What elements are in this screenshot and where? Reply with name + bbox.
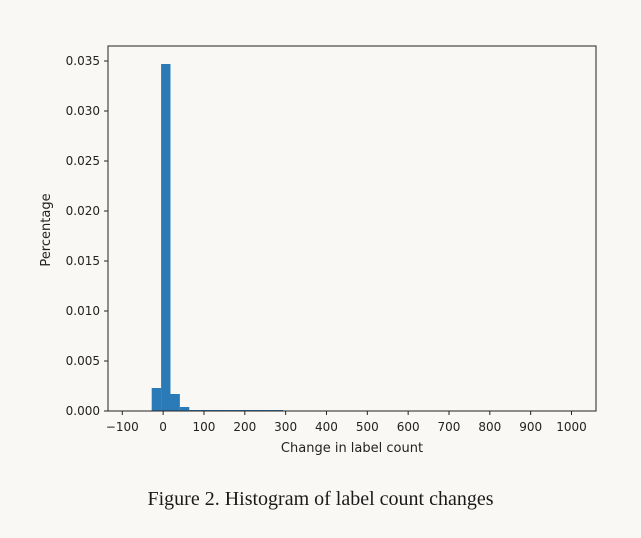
x-tick-label: 400	[315, 420, 338, 434]
x-tick-label: −100	[106, 420, 139, 434]
histogram-bar	[179, 407, 190, 411]
x-tick-label: 900	[519, 420, 542, 434]
y-tick-label: 0.020	[66, 204, 100, 218]
y-tick-label: 0.035	[66, 54, 100, 68]
y-axis-label: Percentage	[39, 193, 54, 266]
histogram-bar	[170, 394, 180, 411]
x-tick-label: 100	[193, 420, 216, 434]
figure-caption: Figure 2. Histogram of label count chang…	[147, 488, 494, 510]
y-tick-label: 0.005	[66, 354, 100, 368]
x-tick-label: 800	[478, 420, 501, 434]
x-tick-label: 600	[397, 420, 420, 434]
x-tick-label: 200	[233, 420, 256, 434]
x-axis-label: Change in label count	[281, 441, 423, 456]
histogram-bar	[151, 388, 162, 411]
x-tick-label: 300	[274, 420, 297, 434]
y-axis-ticks: 0.000 0.005 0.010 0.015 0.020 0.025 0.030 0.035	[66, 54, 108, 418]
x-tick-label: 1000	[556, 420, 587, 434]
y-tick-label: 0.025	[66, 154, 100, 168]
plot-frame	[107, 45, 597, 412]
x-tick-label: 0	[159, 420, 167, 434]
histogram-bars	[151, 64, 284, 411]
y-tick-label: 0.010	[66, 304, 100, 318]
y-tick-label: 0.030	[66, 104, 100, 118]
x-axis-ticks: −100 0 100 200 300 400 500 600 700 800 900 1000	[106, 411, 587, 434]
y-tick-label: 0.015	[66, 254, 100, 268]
y-tick-label: 0.000	[66, 404, 100, 418]
x-tick-label: 500	[356, 420, 379, 434]
histogram-bar	[161, 64, 171, 411]
x-tick-label: 700	[438, 420, 461, 434]
